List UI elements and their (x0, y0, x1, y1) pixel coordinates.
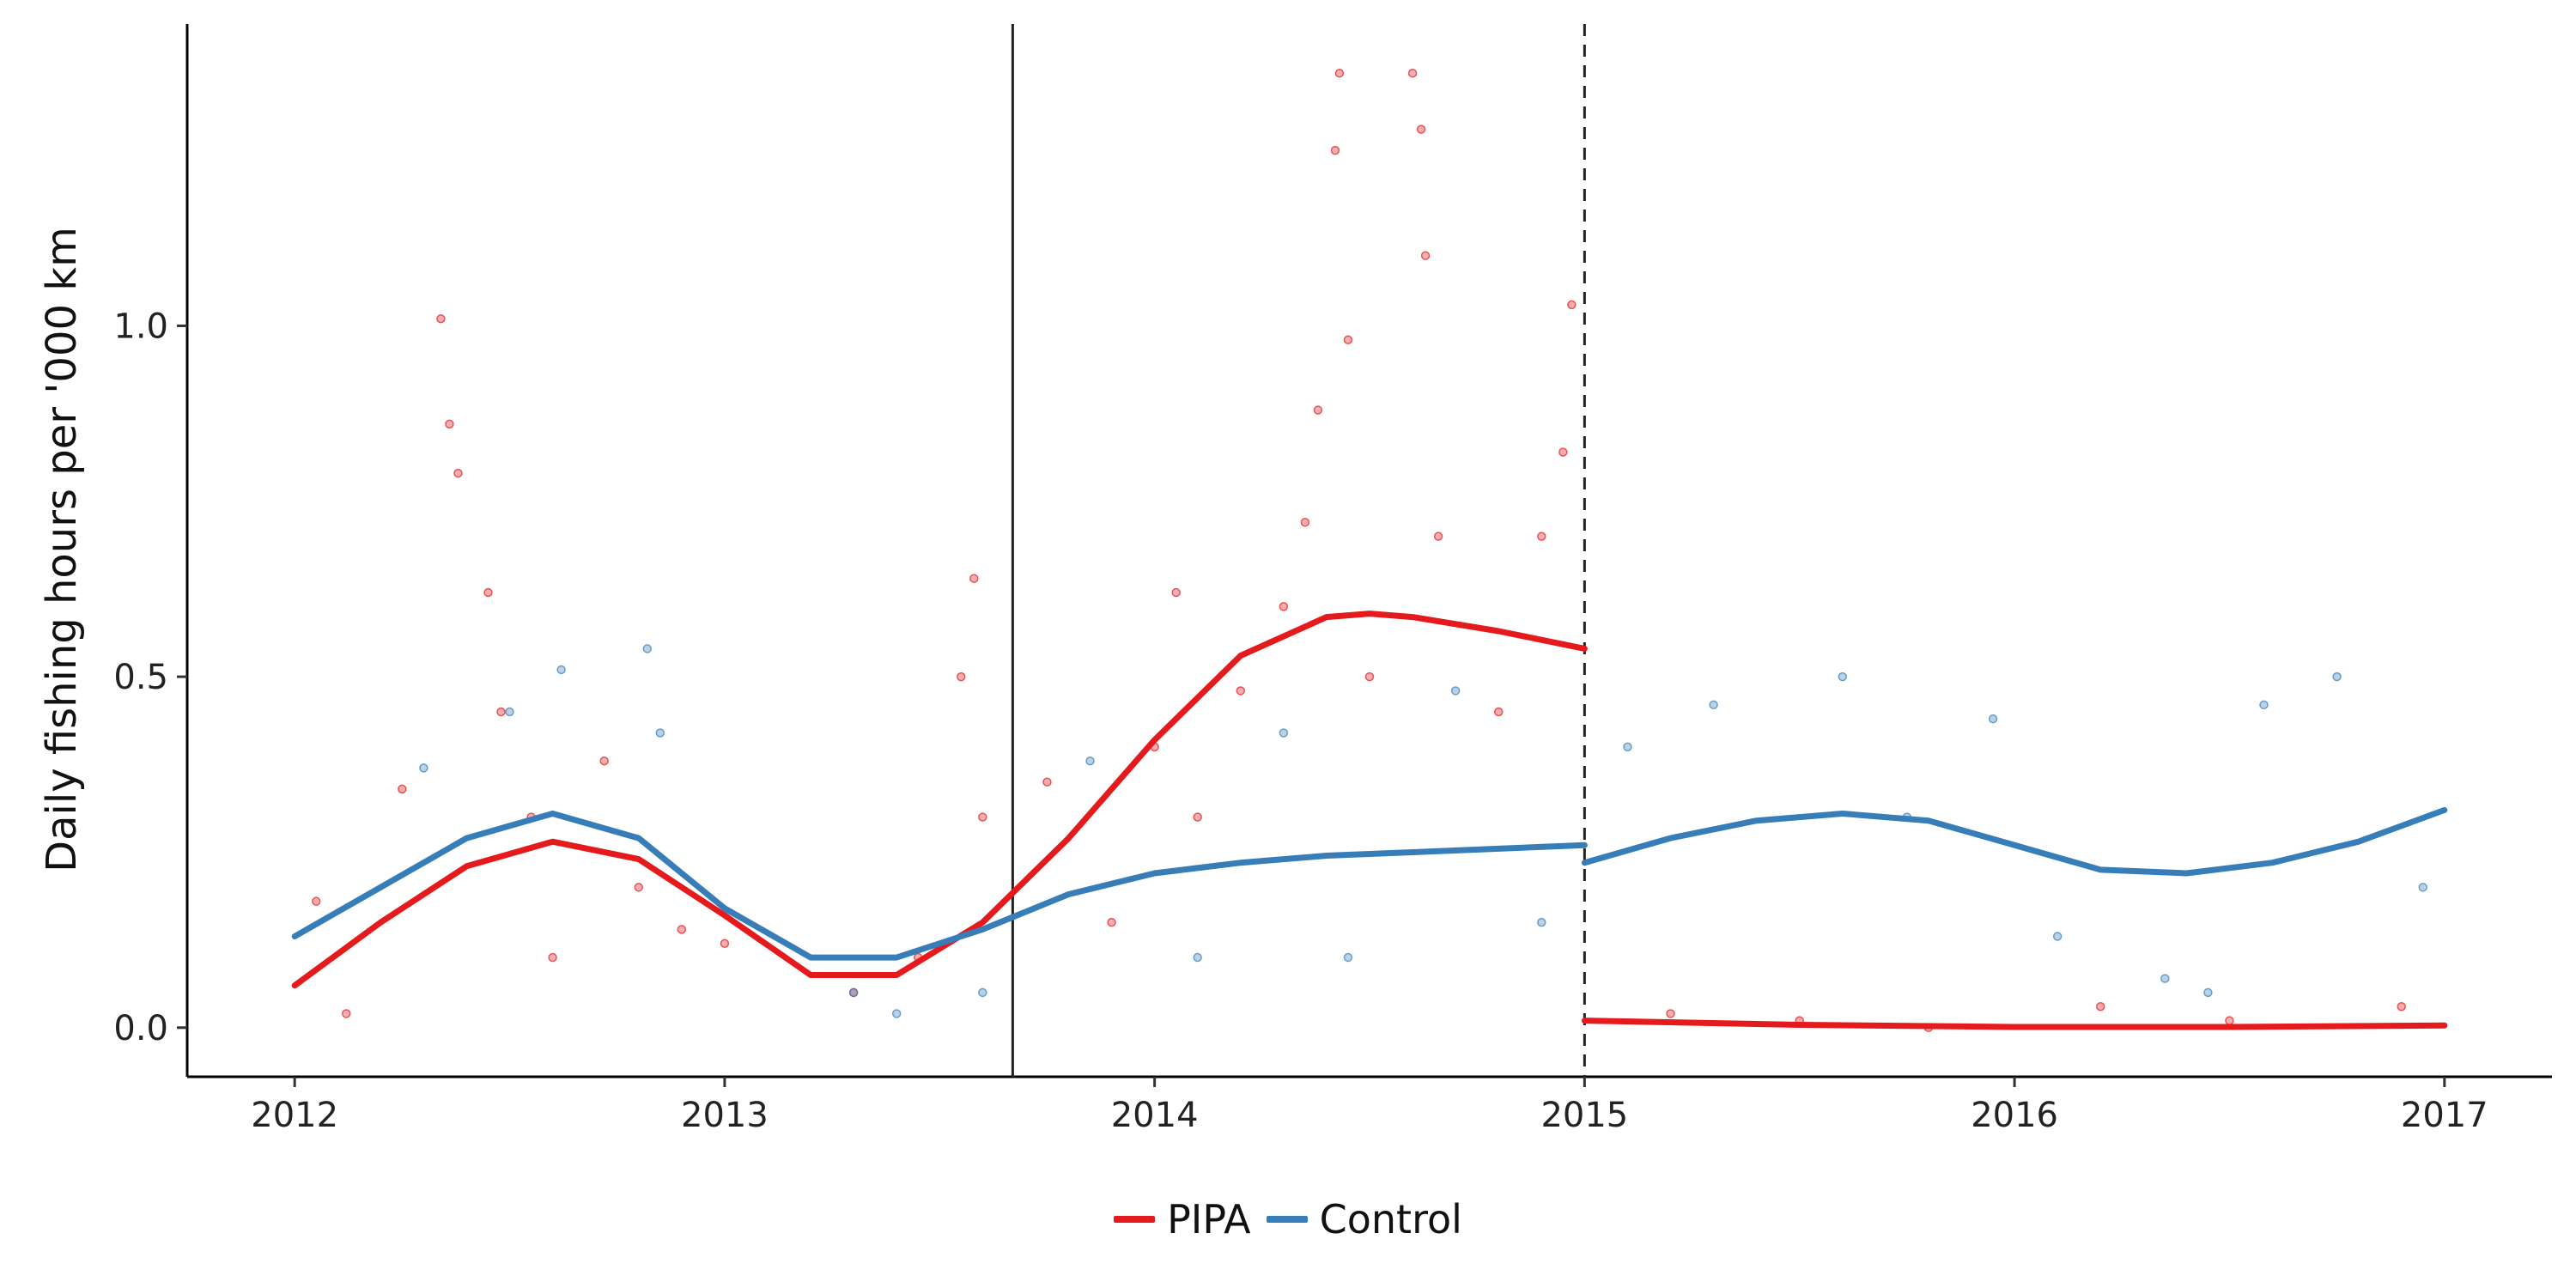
point-pipa (1193, 812, 1202, 822)
scatter-points (311, 68, 2428, 1033)
point-control (1709, 700, 1718, 710)
point-pipa (1567, 300, 1577, 310)
legend-label-control: Control (1319, 1196, 1462, 1242)
y-axis-title: Daily fishing hours per '000 km (38, 227, 86, 872)
point-pipa (978, 812, 987, 822)
legend-key-pipa (1114, 1216, 1156, 1223)
point-pipa (496, 707, 506, 717)
point-pipa (1407, 68, 1418, 78)
point-pipa (1666, 1009, 1675, 1018)
x-axis: 2012 2013 2014 2015 2016 2017 (187, 1075, 2552, 1135)
point-pipa (2397, 1002, 2406, 1012)
point-control (505, 707, 514, 717)
point-pipa (445, 419, 454, 429)
x-tick-label: 2012 (251, 1096, 338, 1135)
point-pipa (1042, 777, 1052, 787)
point-pipa (1364, 671, 1375, 682)
x-tick-label: 2017 (2401, 1096, 2488, 1135)
point-pipa (436, 314, 446, 324)
point-pipa (1300, 518, 1310, 527)
point-control (2052, 932, 2063, 941)
point-pipa (957, 671, 966, 682)
point-pipa (2095, 1002, 2105, 1012)
point-control (1193, 952, 1202, 963)
reference-lines (1011, 24, 1586, 1077)
point-pipa (1236, 686, 1246, 696)
point-pipa (2225, 1016, 2234, 1025)
legend-item-control: Control (1266, 1196, 1462, 1242)
point-pipa (548, 952, 557, 963)
point-pipa (1493, 707, 1504, 717)
point-control (1450, 686, 1461, 696)
point-pipa (599, 756, 609, 766)
point-control (1537, 917, 1546, 927)
legend-key-control (1266, 1216, 1308, 1223)
point-control (556, 665, 566, 675)
smooth-line-control-post (1581, 806, 2448, 877)
point-control (1838, 671, 1848, 682)
smooth-line-pipa-pre (291, 611, 1588, 989)
legend: PIPA Control (0, 1194, 2576, 1245)
x-tick-label: 2016 (1971, 1096, 2058, 1135)
legend-item-pipa: PIPA (1114, 1196, 1251, 1242)
point-pipa (1433, 532, 1443, 541)
smooth-line-control-pre (291, 811, 1588, 961)
point-control (2418, 883, 2428, 892)
point-control (848, 987, 859, 998)
point-pipa (1537, 532, 1546, 541)
point-control (642, 644, 653, 653)
point-pipa (677, 925, 687, 934)
point-pipa (720, 939, 730, 948)
point-pipa (1334, 68, 1345, 78)
y-tick-label: 0.5 (113, 658, 168, 697)
point-control (1343, 952, 1353, 963)
point-control (2160, 974, 2170, 983)
y-tick-label: 1.0 (113, 307, 168, 346)
point-control (1279, 728, 1289, 738)
point-pipa (1313, 405, 1323, 415)
point-pipa (1107, 917, 1116, 927)
x-tick-label: 2013 (681, 1096, 769, 1135)
point-pipa (483, 587, 493, 598)
point-pipa (1279, 602, 1289, 611)
point-control (1623, 742, 1632, 752)
point-pipa (969, 574, 979, 583)
legend-label-pipa: PIPA (1167, 1196, 1251, 1242)
point-pipa (1416, 125, 1426, 134)
point-control (2259, 700, 2269, 710)
x-tick-label: 2015 (1540, 1096, 1628, 1135)
smooth-line-pipa-post (1581, 1018, 2448, 1030)
point-pipa (342, 1009, 351, 1018)
point-pipa (634, 883, 644, 892)
x-tick-label: 2014 (1111, 1096, 1199, 1135)
point-control (655, 728, 665, 738)
point-control (2203, 987, 2213, 998)
point-control (2332, 671, 2342, 682)
point-pipa (1420, 251, 1431, 260)
point-pipa (453, 468, 463, 478)
point-pipa (311, 896, 321, 906)
point-control (1988, 714, 1998, 724)
point-pipa (1343, 335, 1353, 345)
point-pipa (1171, 587, 1181, 598)
y-tick-label: 0.0 (113, 1009, 168, 1048)
point-pipa (398, 784, 407, 794)
point-control (978, 987, 987, 998)
point-pipa (1330, 145, 1340, 155)
smooth-lines (291, 611, 2448, 1030)
point-control (891, 1009, 902, 1018)
y-axis: 0.0 0.5 1.0 (113, 24, 189, 1077)
point-pipa (1558, 447, 1568, 457)
point-control (419, 763, 428, 773)
point-control (1085, 756, 1095, 766)
